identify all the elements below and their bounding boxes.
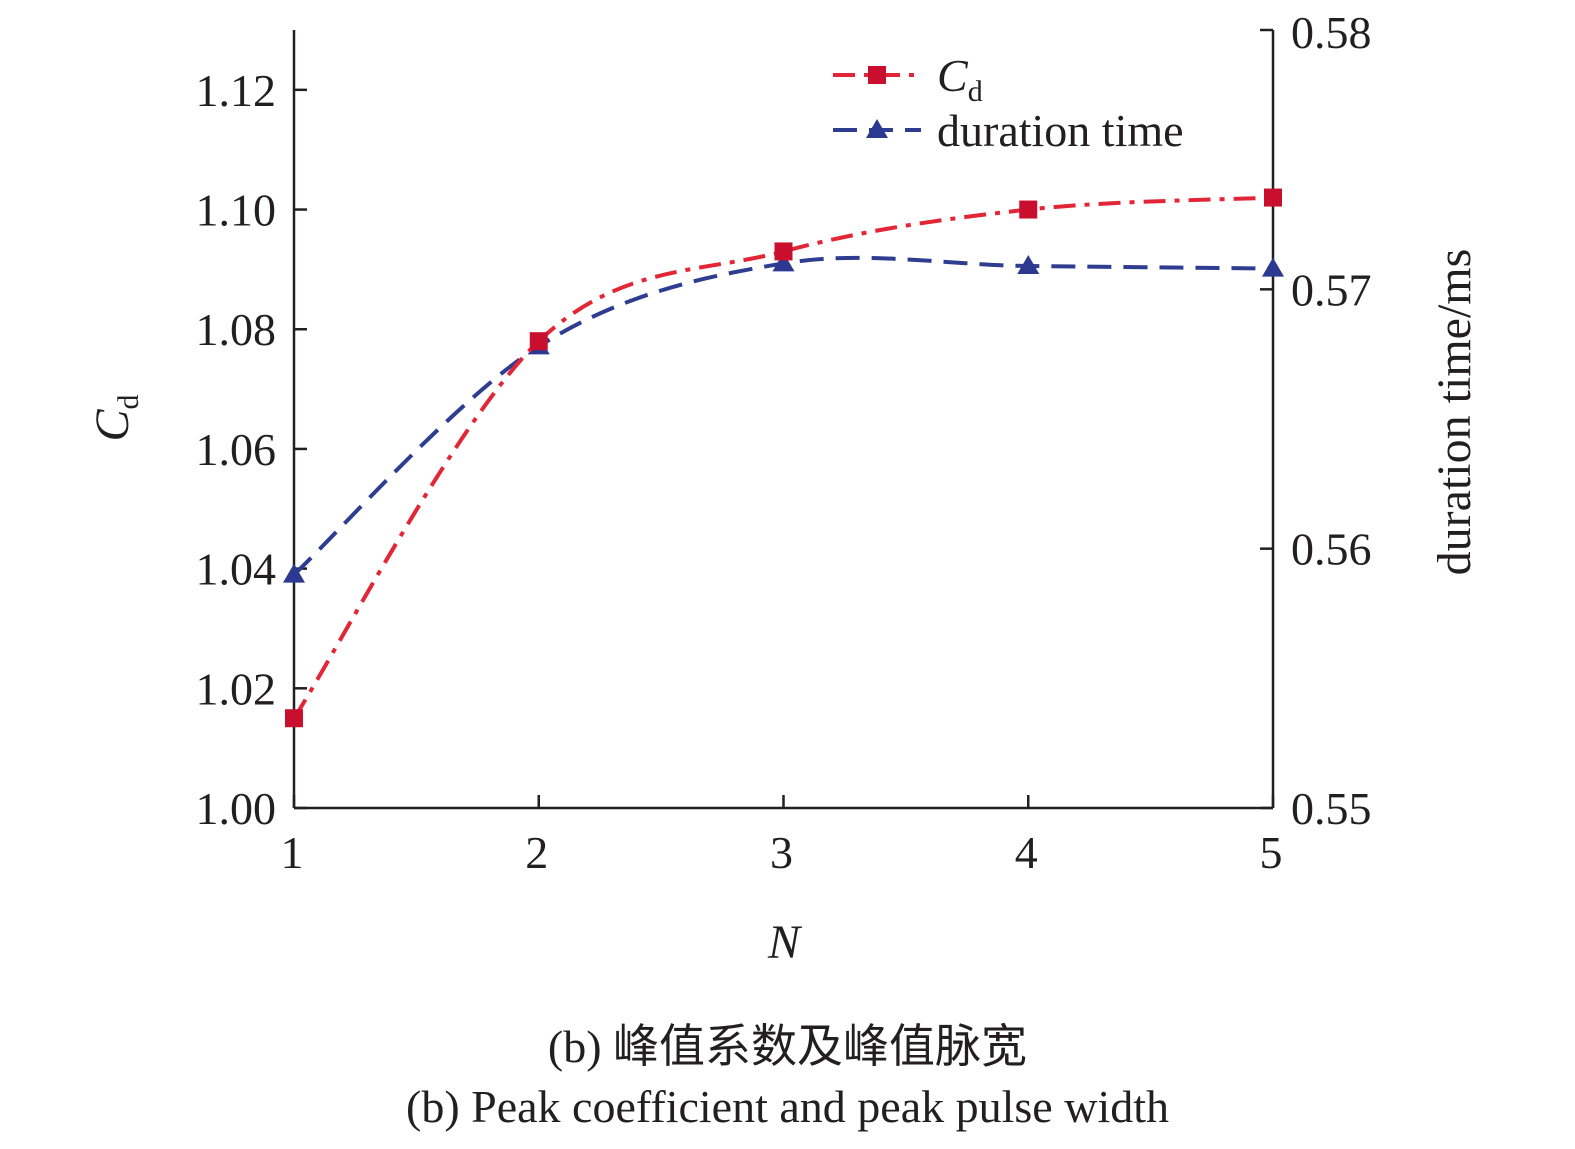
x-axis-title: N: [767, 916, 803, 969]
right-y-tick-label: 0.55: [1291, 783, 1372, 834]
right-y-tick-label: 0.58: [1291, 7, 1372, 58]
data-point-cd: [529, 332, 548, 351]
legend-label-main: C: [937, 50, 969, 101]
data-point-cd: [1019, 200, 1038, 219]
x-tick-label: 2: [525, 827, 548, 878]
caption-english: (b) Peak coefficient and peak pulse widt…: [406, 1081, 1169, 1132]
left-y-tick-label: 1.00: [196, 783, 277, 834]
right-y-tick-label: 0.57: [1291, 264, 1372, 315]
data-point-duration-time: [283, 563, 305, 583]
x-tick-label: 1: [281, 827, 304, 878]
left-y-axis-title-sub: d: [112, 394, 145, 409]
left-y-tick-label: 1.06: [196, 424, 277, 475]
series-line-cd: [292, 195, 1274, 720]
left-y-tick-label: 1.10: [196, 185, 277, 236]
right-y-axis-title: duration time/ms: [1428, 249, 1481, 576]
x-tick-label: 4: [1015, 827, 1038, 878]
series-layer: [283, 188, 1284, 728]
series-line-duration-time: [292, 255, 1274, 577]
data-point-cd: [1264, 188, 1282, 207]
left-y-tick-label: 1.12: [196, 65, 277, 116]
legend-label-duration-time: duration time: [937, 105, 1184, 156]
x-tick-label: 5: [1260, 827, 1283, 878]
data-point-duration-time: [1017, 254, 1040, 274]
x-tick-label: 3: [770, 827, 793, 878]
right-y-tick-label: 0.56: [1291, 524, 1372, 575]
legend-marker-duration-time: [866, 119, 888, 138]
data-point-duration-time: [1262, 257, 1284, 277]
data-point-cd: [285, 709, 303, 728]
x-axis: 1 2 3 4 5: [281, 795, 1283, 878]
left-y-tick-label: 1.08: [196, 304, 277, 355]
left-y-tick-label: 1.04: [196, 544, 277, 595]
legend-label-cd: Cd: [937, 50, 983, 108]
left-y-axis-title: Cd: [86, 394, 145, 441]
legend-marker-cd: [868, 66, 886, 84]
caption-chinese: (b) 峰值系数及峰值脉宽: [547, 1021, 1028, 1072]
chart: 1.001.021.041.061.081.101.12 0.550.560.5…: [86, 7, 1481, 969]
legend-label-sub: d: [968, 75, 983, 108]
data-point-cd: [774, 242, 793, 261]
right-y-axis: 0.55 0.56 0.57 0.58: [1260, 7, 1372, 834]
data-point-duration-time: [772, 252, 795, 272]
left-y-axis-title-main: C: [86, 409, 139, 442]
left-y-tick-label: 1.02: [196, 663, 277, 714]
left-y-axis: 1.00 1.02 1.04 1.06 1.08 1.10 1.12: [196, 65, 307, 834]
